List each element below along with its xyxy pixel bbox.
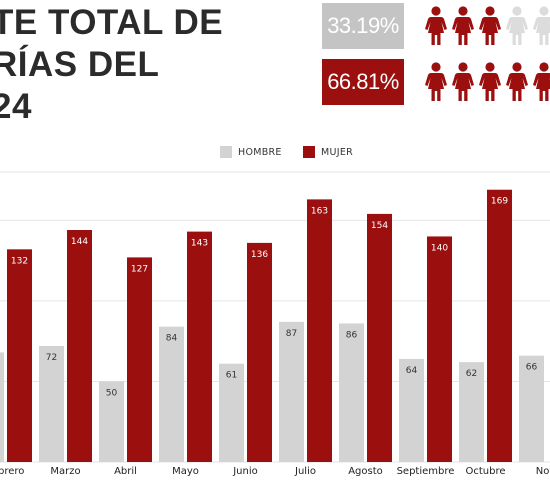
female-person-icon-filled xyxy=(424,62,448,102)
bar-chart: 68132Febrero72144Marzo50127Abril84143May… xyxy=(0,171,550,477)
category-label-julio: Julio xyxy=(294,466,316,477)
category-label-octubre: Octubre xyxy=(465,466,505,477)
bar-hombre-junio xyxy=(219,363,244,462)
data-label-mujer-febrero: 132 xyxy=(11,256,28,266)
bar-hombre-nov xyxy=(519,355,544,462)
data-label-mujer-septiembre: 140 xyxy=(431,243,448,253)
data-label-mujer-abril: 127 xyxy=(131,264,148,274)
male-person-icon-filled xyxy=(451,6,475,46)
title-line-2: RÍAS DEL xyxy=(0,45,160,84)
data-label-mujer-agosto: 154 xyxy=(371,221,388,231)
female-person-icon-filled xyxy=(505,62,529,102)
female-person-icon-filled xyxy=(532,62,550,102)
legend-swatch-male xyxy=(220,146,232,158)
gender-summary: 33.19% 66.81% xyxy=(0,0,550,120)
bar-mujer-junio xyxy=(247,242,272,462)
data-label-hombre-junio: 61 xyxy=(226,371,237,381)
bar-mujer-abril xyxy=(127,257,152,462)
bar-hombre-septiembre xyxy=(399,358,424,462)
female-person-icon-filled xyxy=(451,62,475,102)
data-label-mujer-octubre: 169 xyxy=(491,197,508,207)
title-line-3: 24 xyxy=(0,87,32,126)
data-label-mujer-marzo: 144 xyxy=(71,237,88,247)
bar-hombre-marzo xyxy=(39,346,64,462)
legend-label-male: HOMBRE xyxy=(238,146,282,158)
data-label-hombre-marzo: 72 xyxy=(46,353,57,363)
bar-hombre-agosto xyxy=(339,323,364,462)
title-line-1: TE TOTAL DE xyxy=(0,3,224,42)
bar-mujer-septiembre xyxy=(427,236,452,462)
data-label-hombre-julio: 87 xyxy=(286,329,297,339)
bar-hombre-julio xyxy=(279,321,304,462)
category-label-mayo: Mayo xyxy=(172,466,199,477)
data-label-hombre-agosto: 86 xyxy=(346,330,358,340)
bar-hombre-mayo xyxy=(159,326,184,462)
bar-mujer-agosto xyxy=(367,213,392,462)
bar-mujer-octubre xyxy=(487,189,512,462)
category-label-septiembre: Septiembre xyxy=(397,466,455,477)
bar-mujer-marzo xyxy=(67,230,92,462)
male-percentage-value: 33.19% xyxy=(327,13,399,38)
chart-legend: HOMBRE MUJER xyxy=(0,140,550,164)
female-person-icon-filled xyxy=(478,62,502,102)
legend-swatch-female xyxy=(303,146,315,158)
data-label-hombre-septiembre: 64 xyxy=(406,366,418,376)
bar-hombre-octubre xyxy=(459,362,484,462)
female-percentage-value: 66.81% xyxy=(327,69,399,94)
male-percentage-badge: 33.19% xyxy=(322,3,404,49)
category-label-abril: Abril xyxy=(114,466,137,477)
legend-label-female: MUJER xyxy=(321,146,354,158)
female-percentage-badge: 66.81% xyxy=(322,59,404,105)
legend-item-female: MUJER xyxy=(303,146,353,158)
male-person-icon-empty xyxy=(505,6,529,46)
data-label-hombre-octubre: 62 xyxy=(466,369,477,379)
category-label-febrero: Febrero xyxy=(0,466,24,477)
bar-mujer-febrero xyxy=(7,249,32,462)
bar-mujer-julio xyxy=(307,199,332,462)
bar-hombre-febrero xyxy=(0,352,4,462)
category-label-nov: Nov xyxy=(536,466,550,477)
data-label-mujer-junio: 136 xyxy=(251,250,268,260)
bar-hombre-abril xyxy=(99,381,124,462)
category-label-junio: Junio xyxy=(232,466,258,477)
data-label-hombre-mayo: 84 xyxy=(166,334,178,344)
data-label-mujer-mayo: 143 xyxy=(191,239,208,249)
data-label-mujer-julio: 163 xyxy=(311,206,328,216)
data-label-hombre-abril: 50 xyxy=(106,388,118,398)
data-label-hombre-nov: 66 xyxy=(526,363,538,373)
bar-mujer-mayo xyxy=(187,231,212,462)
male-person-icon-filled xyxy=(424,6,448,46)
category-label-marzo: Marzo xyxy=(50,466,80,477)
male-person-icon-filled xyxy=(478,6,502,46)
legend-item-male: HOMBRE xyxy=(220,146,282,158)
page-title: TE TOTAL DE RÍAS DEL 24 xyxy=(0,2,223,128)
category-label-agosto: Agosto xyxy=(348,466,383,477)
male-person-icon-empty xyxy=(532,6,550,46)
